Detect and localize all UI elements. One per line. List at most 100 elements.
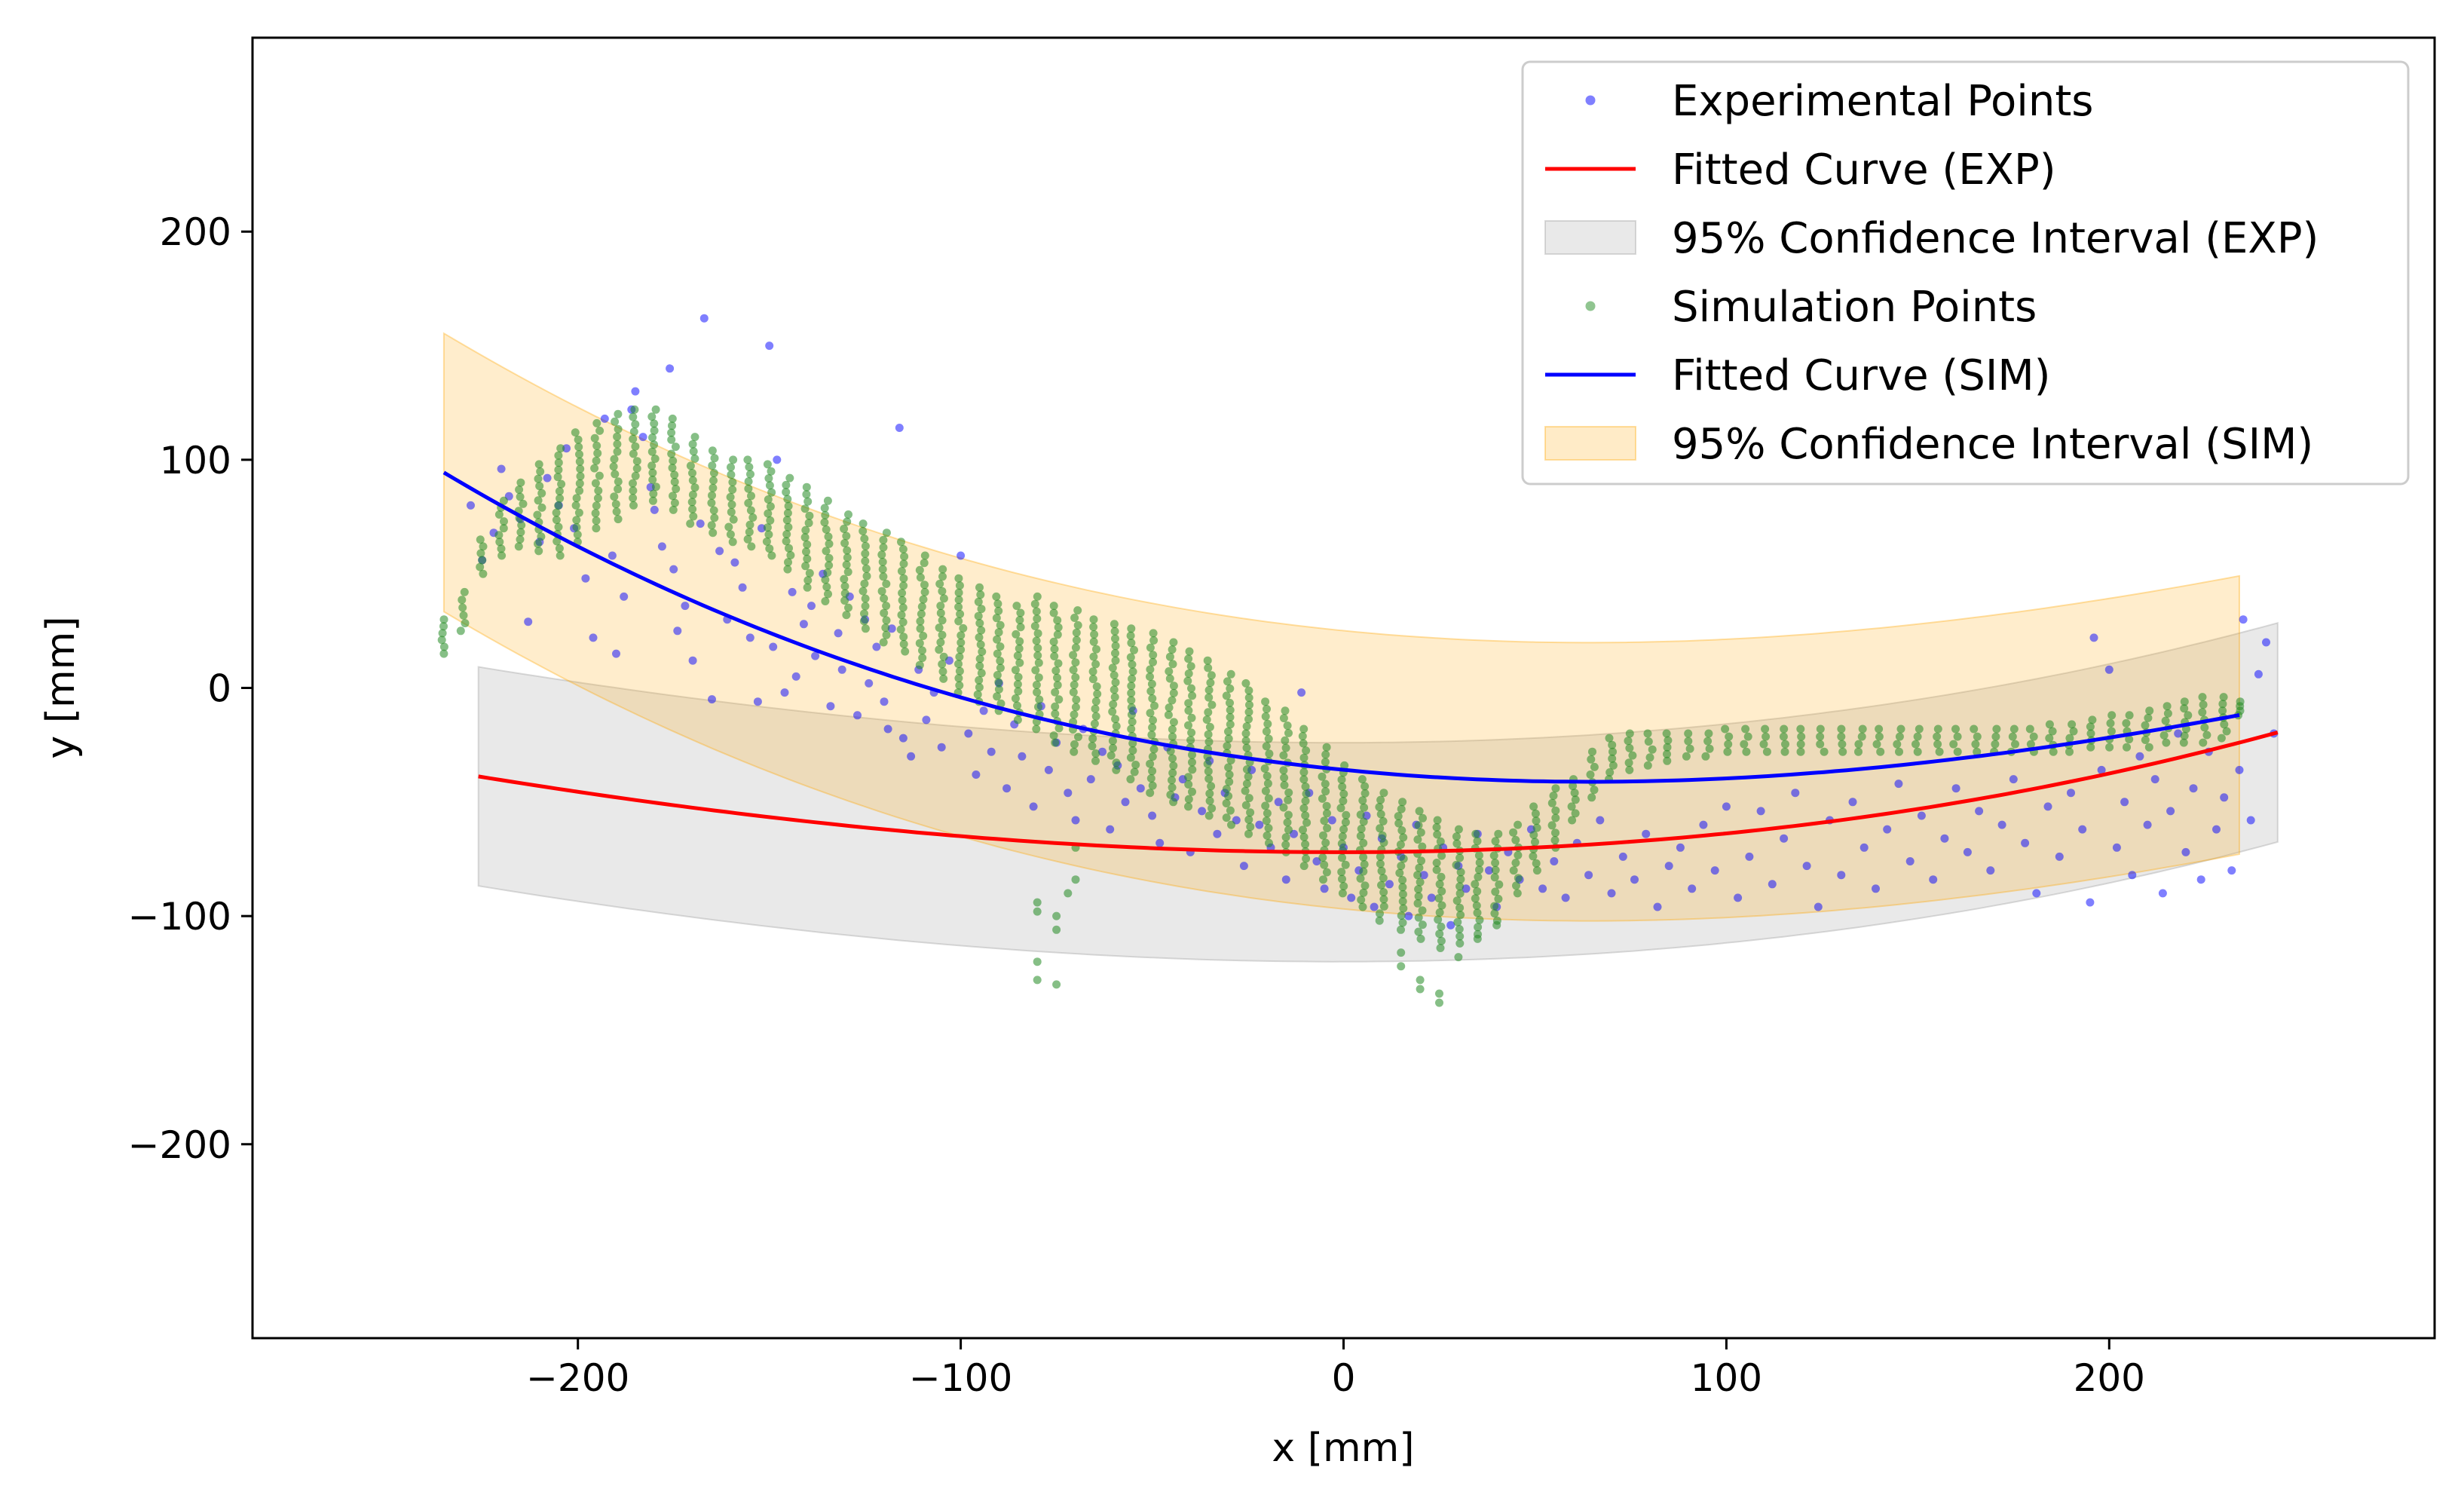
simulation-point: [1168, 725, 1177, 734]
simulation-point: [2159, 731, 2169, 740]
simulation-point: [2065, 747, 2074, 756]
simulation-point: [956, 610, 965, 618]
simulation-point: [1625, 765, 1634, 774]
legend-swatch-95-confidence-interval-exp: [1544, 220, 1636, 255]
simulation-point: [1146, 709, 1155, 718]
simulation-point: [1991, 740, 2000, 749]
simulation-point: [710, 454, 719, 463]
simulation-point: [1857, 732, 1866, 741]
simulation-point: [744, 498, 753, 507]
simulation-point: [1223, 677, 1232, 686]
simulation-point: [1587, 755, 1596, 764]
simulation-point: [800, 504, 810, 513]
experimental-point: [1951, 784, 1960, 793]
simulation-point: [860, 535, 869, 543]
simulation-point: [1663, 743, 1672, 752]
simulation-point: [1183, 676, 1192, 685]
experimental-point: [730, 558, 739, 567]
simulation-point: [2217, 734, 2226, 743]
simulation-point: [1796, 724, 1805, 734]
simulation-point: [708, 491, 716, 500]
simulation-point: [897, 611, 906, 620]
simulation-point: [1475, 865, 1483, 875]
simulation-point: [631, 471, 640, 480]
experimental-point: [883, 724, 892, 734]
simulation-point: [1226, 756, 1235, 764]
simulation-point: [1398, 875, 1407, 884]
simulation-point: [2199, 700, 2208, 709]
simulation-point: [1455, 932, 1465, 941]
simulation-point: [1109, 743, 1117, 752]
simulation-point: [1146, 665, 1155, 674]
simulation-point: [2011, 740, 2019, 749]
simulation-point: [1854, 747, 1863, 756]
simulation-point: [959, 623, 968, 633]
simulation-point: [996, 657, 1005, 666]
simulation-point: [649, 489, 658, 498]
simulation-point: [825, 553, 834, 562]
simulation-point: [1435, 998, 1443, 1007]
simulation-point: [1224, 763, 1233, 772]
simulation-point: [1397, 962, 1406, 971]
simulation-point: [556, 494, 565, 503]
experimental-point: [2158, 889, 2167, 898]
simulation-point: [1110, 693, 1119, 702]
simulation-point: [783, 565, 792, 574]
simulation-point: [882, 616, 891, 625]
simulation-point: [728, 478, 737, 487]
simulation-point: [840, 596, 849, 605]
simulation-point: [1796, 740, 1805, 749]
simulation-point: [1053, 616, 1062, 625]
experimental-point: [987, 747, 996, 756]
simulation-point: [1187, 713, 1196, 722]
simulation-point: [1088, 734, 1097, 743]
simulation-point: [975, 654, 984, 663]
simulation-point: [1016, 623, 1025, 632]
simulation-point: [1033, 592, 1042, 601]
simulation-point: [1069, 688, 1078, 697]
simulation-point: [1073, 620, 1082, 629]
simulation-point: [2222, 727, 2231, 736]
simulation-point: [1148, 767, 1157, 776]
simulation-point: [1031, 666, 1040, 675]
simulation-point: [1820, 747, 1829, 756]
simulation-point: [554, 501, 563, 510]
experimental-point: [1281, 875, 1290, 884]
simulation-point: [1416, 976, 1425, 985]
experimental-point: [1148, 811, 1157, 820]
simulation-point: [517, 521, 526, 530]
simulation-point: [803, 540, 812, 549]
simulation-point: [1682, 752, 1691, 761]
simulation-point: [1032, 607, 1041, 616]
simulation-point: [1260, 764, 1269, 773]
experimental-point: [2067, 789, 2075, 798]
simulation-point: [1168, 776, 1176, 785]
simulation-point: [1301, 811, 1310, 820]
simulation-point: [648, 496, 657, 505]
simulation-point: [647, 412, 657, 421]
simulation-point: [1495, 880, 1504, 889]
simulation-point: [1244, 686, 1253, 695]
simulation-point: [2161, 716, 2170, 725]
simulation-point: [954, 660, 963, 669]
simulation-point: [1414, 927, 1423, 936]
simulation-point: [1321, 787, 1330, 796]
simulation-point: [461, 619, 470, 628]
simulation-point: [1284, 810, 1293, 819]
simulation-point: [1112, 765, 1121, 774]
simulation-point: [2105, 743, 2114, 752]
experimental-point: [1404, 911, 1413, 920]
simulation-point: [727, 507, 736, 516]
simulation-point: [862, 571, 871, 580]
simulation-point: [729, 455, 738, 464]
simulation-point: [439, 649, 448, 658]
simulation-point: [1301, 840, 1310, 849]
simulation-point: [861, 549, 870, 558]
simulation-point: [744, 484, 753, 493]
y-tick-label: −200: [128, 1123, 231, 1167]
simulation-point: [1532, 816, 1541, 826]
simulation-point: [1012, 602, 1021, 611]
simulation-point: [996, 642, 1005, 651]
experimental-point: [1136, 784, 1145, 793]
simulation-point: [1397, 826, 1406, 835]
